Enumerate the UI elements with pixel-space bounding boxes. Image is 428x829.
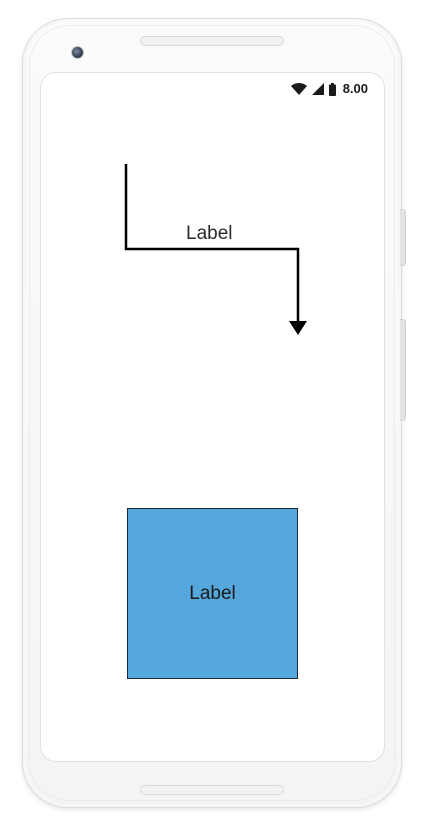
volume-button (400, 319, 406, 421)
phone-bezel (29, 25, 395, 801)
connector[interactable] (41, 73, 385, 762)
connector-path[interactable] (124, 164, 300, 323)
status-time: 8.00 (342, 81, 368, 96)
wifi-icon (290, 83, 307, 95)
power-button (400, 209, 406, 266)
phone-screen: 8.00 Label Label (40, 72, 385, 762)
phone-frame: 8.00 Label Label (22, 18, 406, 808)
cellular-signal-icon (311, 83, 324, 95)
status-bar: 8.00 (290, 81, 368, 97)
front-camera-icon (71, 46, 84, 59)
connector-arrowhead-icon (289, 321, 307, 335)
bottom-speaker (140, 785, 284, 795)
battery-icon (328, 82, 336, 96)
node-label: Label (189, 582, 236, 604)
connector-label[interactable]: Label (185, 223, 234, 245)
diagram-node[interactable]: Label (127, 508, 298, 679)
earpiece-speaker (140, 36, 284, 46)
